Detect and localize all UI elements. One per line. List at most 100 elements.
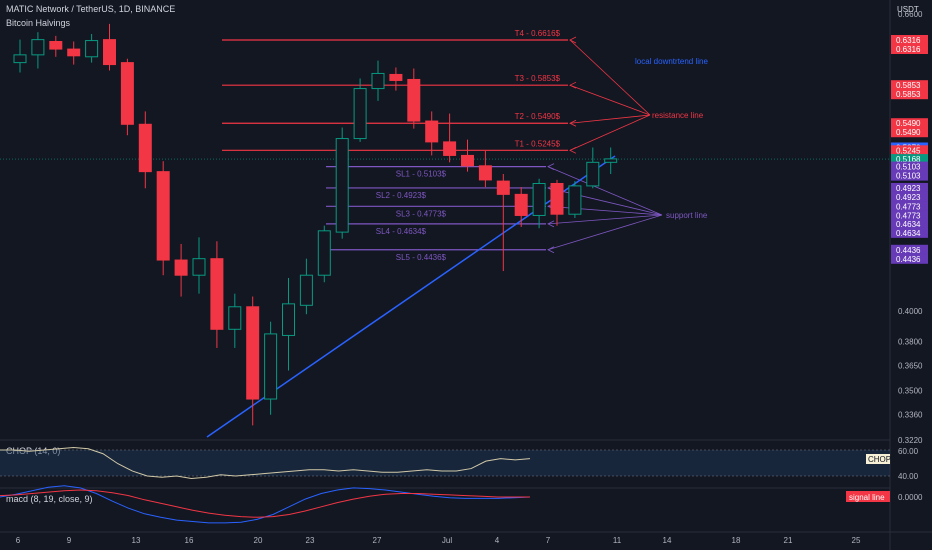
price-tag <box>891 253 928 264</box>
price-tag-label: 0.4923 <box>896 193 921 202</box>
price-tick: 0.6600 <box>898 10 923 19</box>
candle <box>103 39 116 66</box>
support-pointer <box>547 166 663 216</box>
candle <box>550 182 564 215</box>
price-tag-label: 0.5853 <box>896 81 921 90</box>
price-tag-label: 0.4436 <box>896 255 921 264</box>
support-pointer <box>547 214 663 225</box>
price-tag <box>891 210 928 221</box>
candle <box>478 165 492 181</box>
resistance-pointer <box>569 84 651 116</box>
time-tick: 21 <box>784 536 793 545</box>
resistance-label: T4 - 0.6616$ <box>515 29 561 38</box>
candle <box>210 258 224 330</box>
candle <box>335 138 349 233</box>
resistance-label: T2 - 0.5490$ <box>515 112 561 121</box>
time-tick: Jul <box>442 536 452 545</box>
candle <box>425 120 439 143</box>
price-tick: 0.3650 <box>898 362 923 371</box>
chop-tag-label: CHOP <box>868 455 891 464</box>
price-tag-label: 0.5168 <box>896 155 921 164</box>
time-tick: 18 <box>732 536 741 545</box>
chop-tick: 40.00 <box>898 472 919 481</box>
price-tick: 0.3800 <box>898 338 923 347</box>
trend-text: local downtrtend line <box>635 57 708 66</box>
price-tag <box>891 218 928 229</box>
time-tick: 14 <box>663 536 672 545</box>
chop-band <box>0 450 890 476</box>
price-tick: 0.3360 <box>898 411 923 420</box>
candle <box>13 54 27 64</box>
time-tick: 4 <box>495 536 500 545</box>
candle <box>85 40 99 58</box>
time-tick: 9 <box>67 536 72 545</box>
arrow-icon <box>547 246 555 254</box>
support-text: support line <box>666 211 708 220</box>
price-tag <box>891 182 928 193</box>
signal-tag-label: signal line <box>849 493 885 502</box>
arrow-icon <box>569 81 577 89</box>
support-label: SL5 - 0.4436$ <box>396 253 447 262</box>
candle <box>353 88 367 140</box>
candle <box>246 306 260 400</box>
resistance-label: T1 - 0.5245$ <box>515 139 561 148</box>
price-tag-label: 0.6316 <box>896 36 921 45</box>
time-tick: 25 <box>852 536 861 545</box>
price-tag <box>891 227 928 238</box>
resistance-pointer <box>569 39 651 116</box>
price-tag <box>891 201 928 212</box>
price-tick: 0.3500 <box>898 386 923 395</box>
price-tag <box>891 170 928 181</box>
price-tag <box>891 44 928 54</box>
support-label: SL1 - 0.5103$ <box>396 170 447 179</box>
candle <box>174 259 188 276</box>
signal-tag <box>846 491 890 502</box>
price-tag-label: 0.5490 <box>896 128 921 137</box>
macd-label: macd (8, 19, close, 9) <box>6 494 93 504</box>
price-tag <box>891 244 928 255</box>
resistance-pointer <box>569 114 651 124</box>
time-tick: 13 <box>132 536 141 545</box>
symbol-title: MATIC Network / TetherUS, 1D, BINANCE <box>6 4 176 14</box>
price-tag-label: 0.4436 <box>896 246 921 255</box>
candle <box>586 161 600 187</box>
resistance-text: resistance line <box>652 111 704 120</box>
candle <box>443 141 457 156</box>
time-tick: 11 <box>613 536 622 545</box>
support-pointer <box>547 205 663 216</box>
chop-line <box>0 447 531 479</box>
price-tick: 0.4000 <box>898 307 923 316</box>
price-tag-label: 0.4923 <box>896 184 921 193</box>
candle <box>532 182 546 216</box>
candle <box>389 73 403 81</box>
support-pointer <box>547 214 663 251</box>
candle <box>31 39 45 56</box>
support-label: SL3 - 0.4773$ <box>396 209 447 218</box>
resistance-label: T3 - 0.5853$ <box>515 74 561 83</box>
macd-tick: 0.0000 <box>898 493 923 502</box>
chop-tick: 60.00 <box>898 447 919 456</box>
price-tag <box>891 145 928 156</box>
chop-tag <box>866 454 890 464</box>
arrow-icon <box>547 163 555 170</box>
price-tag-label: 0.5853 <box>896 90 921 99</box>
time-tick: 27 <box>373 536 382 545</box>
time-tick: 23 <box>306 536 315 545</box>
candle <box>228 306 242 330</box>
price-tag-label: 0.4773 <box>896 211 921 220</box>
candle <box>568 185 582 215</box>
price-tag <box>891 191 928 202</box>
price-tag <box>891 127 928 138</box>
candle <box>514 193 528 216</box>
arrow-icon <box>569 119 577 127</box>
time-tick: 16 <box>185 536 194 545</box>
time-tick: 7 <box>546 536 551 545</box>
halvings-indicator-label: Bitcoin Halvings <box>6 18 71 28</box>
currency-label: USDT <box>897 5 919 14</box>
price-tag <box>891 80 928 91</box>
price-tag-label: 0.4634 <box>896 229 921 238</box>
candle <box>299 274 313 306</box>
price-tag <box>891 118 928 129</box>
candle <box>371 72 385 90</box>
